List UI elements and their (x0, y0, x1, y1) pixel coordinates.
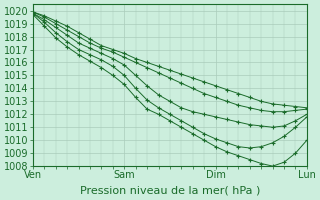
X-axis label: Pression niveau de la mer( hPa ): Pression niveau de la mer( hPa ) (80, 186, 260, 196)
